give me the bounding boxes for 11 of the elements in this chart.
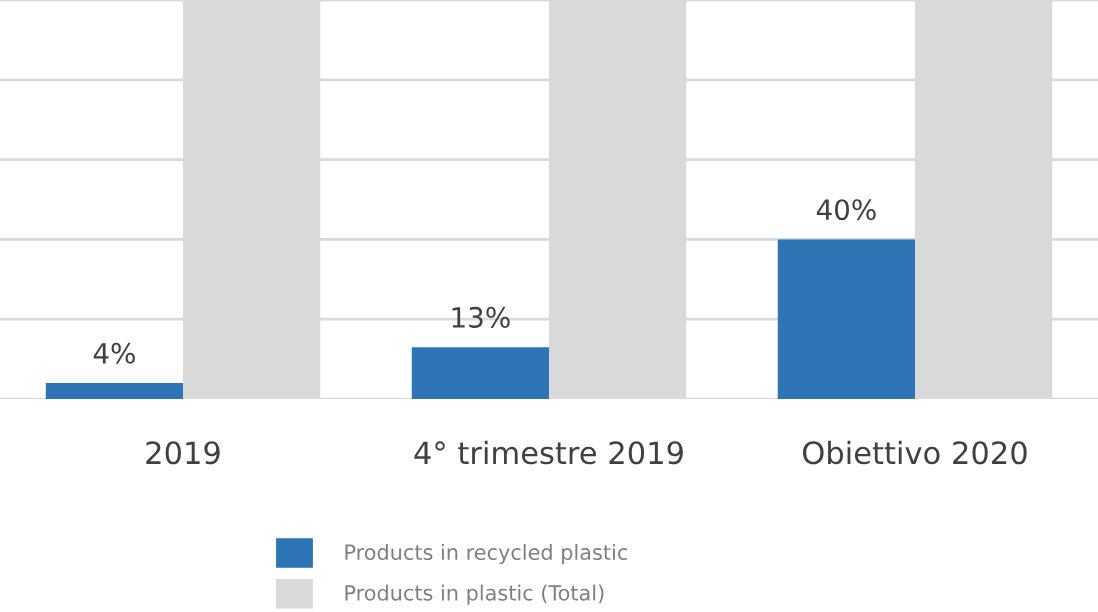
bar <box>777 239 915 400</box>
x-tick-label: 2019 <box>146 441 220 465</box>
bar <box>45 383 183 400</box>
legend-label: Products in plastic (Total) <box>345 584 604 605</box>
data-label: 4% <box>93 342 135 364</box>
x-tick-label: Obiettivo 2020 <box>802 440 1027 465</box>
x-tick-label: 4° trimestre 2019 <box>414 440 683 465</box>
data-label: 13% <box>452 306 510 328</box>
bar <box>411 347 549 400</box>
data-label: 40% <box>816 199 876 221</box>
legend-label: Products in recycled plastic <box>345 543 627 565</box>
